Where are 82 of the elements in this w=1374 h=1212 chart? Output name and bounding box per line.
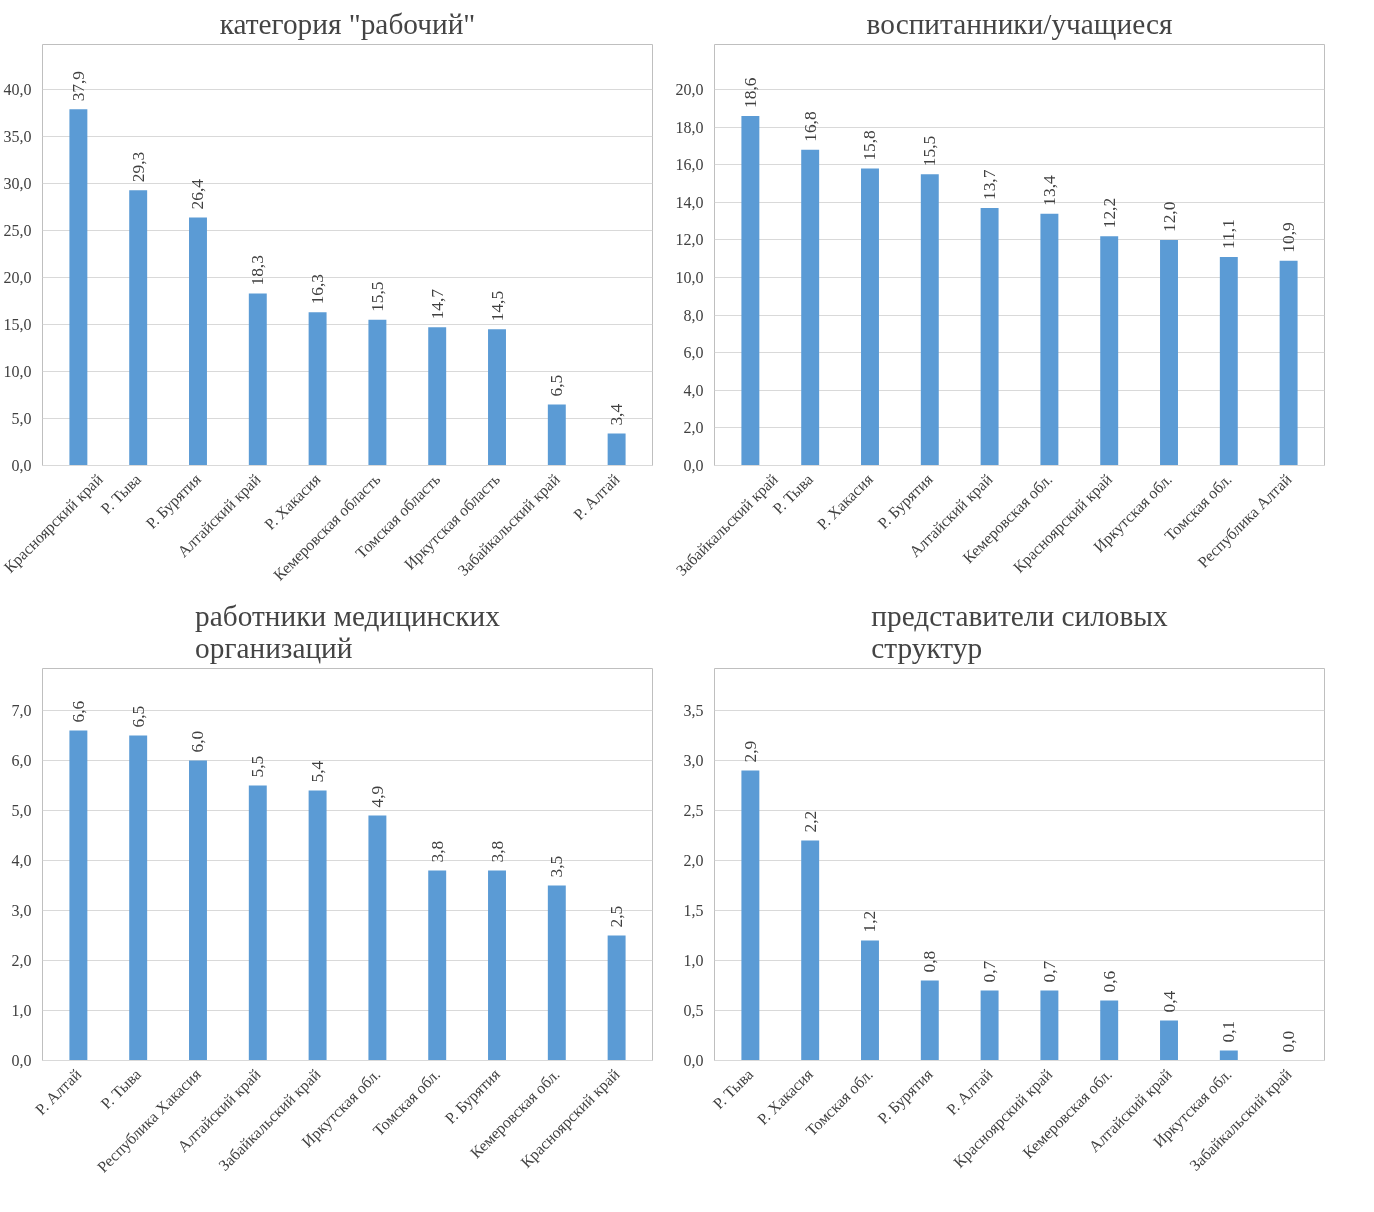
data-label: 3,8 [487, 840, 507, 863]
data-label: 15,8 [860, 130, 880, 161]
data-label: 6,6 [68, 700, 88, 723]
y-tick-label: 6,0 [683, 344, 704, 362]
y-tick-label: 15,0 [3, 316, 32, 334]
chart-title: воспитанники/учащиеся [866, 7, 1173, 40]
y-tick-label: 0,5 [683, 1002, 704, 1019]
data-label: 0,0 [1279, 1030, 1299, 1053]
data-label: 18,6 [740, 77, 760, 108]
chart-title: представители силовых структур [871, 599, 1169, 664]
x-tick-label: Р. Тыва [709, 1065, 757, 1113]
data-label: 18,3 [248, 255, 268, 286]
y-tick-label: 6,0 [11, 752, 32, 769]
y-tick-label: 35,0 [3, 128, 32, 146]
data-label: 2,5 [607, 905, 627, 928]
data-label: 1,2 [860, 910, 880, 933]
data-label: 12,0 [1159, 201, 1179, 232]
data-label: 6,5 [128, 705, 148, 728]
y-tick-label: 30,0 [3, 175, 32, 193]
y-tick-label: 25,0 [3, 222, 32, 240]
data-label: 26,4 [188, 178, 208, 210]
data-label: 16,8 [800, 111, 820, 142]
data-label: 14,5 [487, 290, 507, 322]
y-tick-label: 2,0 [683, 419, 704, 437]
data-label: 2,9 [740, 740, 760, 763]
y-tick-label: 7,0 [11, 702, 32, 719]
data-label: 10,9 [1279, 222, 1299, 253]
data-label: 15,5 [920, 135, 940, 167]
data-label: 3,5 [547, 855, 567, 878]
y-tick-label: 8,0 [683, 306, 704, 324]
data-label: 3,8 [427, 840, 447, 863]
y-tick-label: 1,0 [683, 952, 704, 969]
data-label: 6,5 [547, 374, 567, 397]
y-tick-label: 3,0 [683, 752, 704, 769]
y-tick-label: 18,0 [675, 118, 704, 136]
y-tick-label: 0,0 [11, 457, 32, 474]
data-label: 15,5 [367, 281, 387, 312]
y-tick-label: 1,5 [683, 902, 704, 919]
data-label: 4,9 [367, 785, 387, 808]
chart-title: категория "рабочий" [219, 7, 476, 40]
y-tick-label: 0,0 [11, 1052, 32, 1069]
data-label: 0,8 [920, 950, 940, 973]
y-tick-label: 5,0 [11, 410, 32, 428]
data-label: 0,7 [980, 960, 1000, 983]
data-label: 5,4 [308, 760, 328, 783]
data-label: 0,4 [1159, 990, 1179, 1013]
x-tick-label: Р. Тыва [97, 1065, 145, 1113]
data-label: 37,9 [68, 71, 88, 102]
data-label: 6,0 [188, 730, 208, 753]
chart-title: работники медицинских организаций [195, 599, 501, 664]
y-tick-label: 20,0 [3, 269, 32, 287]
y-tick-label: 3,0 [11, 902, 32, 919]
data-label: 14,7 [427, 288, 447, 320]
data-label: 13,7 [980, 169, 1000, 201]
data-label: 5,5 [248, 755, 268, 778]
data-label: 16,3 [308, 274, 328, 305]
y-tick-label: 14,0 [675, 193, 704, 211]
y-tick-label: 1,0 [11, 1002, 32, 1019]
y-tick-label: 20,0 [675, 81, 704, 99]
data-label: 13,4 [1039, 174, 1059, 206]
data-label: 2,2 [800, 810, 820, 833]
y-tick-label: 40,0 [3, 81, 32, 99]
y-tick-label: 4,0 [683, 381, 704, 399]
data-label: 3,4 [607, 403, 627, 426]
data-label: 12,2 [1099, 197, 1119, 229]
y-tick-label: 10,0 [675, 269, 704, 287]
y-tick-label: 3,5 [683, 702, 704, 719]
y-tick-label: 10,0 [3, 363, 32, 381]
y-tick-label: 0,0 [683, 1052, 704, 1069]
y-tick-label: 12,0 [675, 231, 704, 249]
y-tick-label: 4,0 [11, 852, 32, 869]
data-label: 29,3 [128, 151, 148, 183]
y-tick-label: 2,5 [683, 802, 704, 819]
data-label: 0,7 [1039, 960, 1059, 983]
data-label: 0,6 [1099, 970, 1119, 993]
data-label: 0,1 [1219, 1020, 1239, 1043]
y-tick-label: 2,0 [11, 952, 32, 969]
y-tick-label: 0,0 [683, 457, 704, 474]
y-tick-label: 16,0 [675, 156, 704, 174]
y-tick-label: 5,0 [11, 802, 32, 819]
data-label: 11,1 [1219, 219, 1239, 249]
y-tick-label: 2,0 [683, 852, 704, 869]
